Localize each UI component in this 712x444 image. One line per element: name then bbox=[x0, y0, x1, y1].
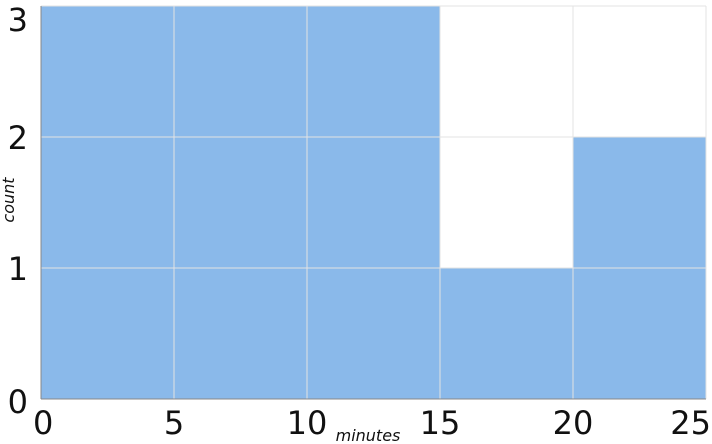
y-tick-label: 3 bbox=[8, 1, 28, 39]
x-tick-label: 25 bbox=[670, 404, 711, 442]
axes bbox=[40, 6, 706, 400]
x-tick-labels: 0 5 10 15 20 25 bbox=[33, 404, 711, 442]
x-tick-label: 15 bbox=[420, 404, 461, 442]
grid-lines bbox=[41, 5, 707, 399]
x-tick-label: 0 bbox=[33, 404, 53, 442]
bar-1 bbox=[440, 268, 573, 399]
y-tick-labels: 0 1 2 3 bbox=[8, 1, 28, 421]
y-tick-label: 2 bbox=[8, 119, 28, 157]
y-axis-label: count bbox=[0, 177, 18, 223]
x-tick-label: 5 bbox=[164, 404, 184, 442]
x-tick-label: 20 bbox=[553, 404, 594, 442]
x-tick-label: 10 bbox=[287, 404, 328, 442]
bars bbox=[41, 6, 706, 399]
y-tick-label: 1 bbox=[8, 250, 28, 288]
bar-0 bbox=[41, 6, 440, 399]
x-axis-label: minutes bbox=[336, 426, 401, 444]
y-tick-label: 0 bbox=[8, 383, 28, 421]
